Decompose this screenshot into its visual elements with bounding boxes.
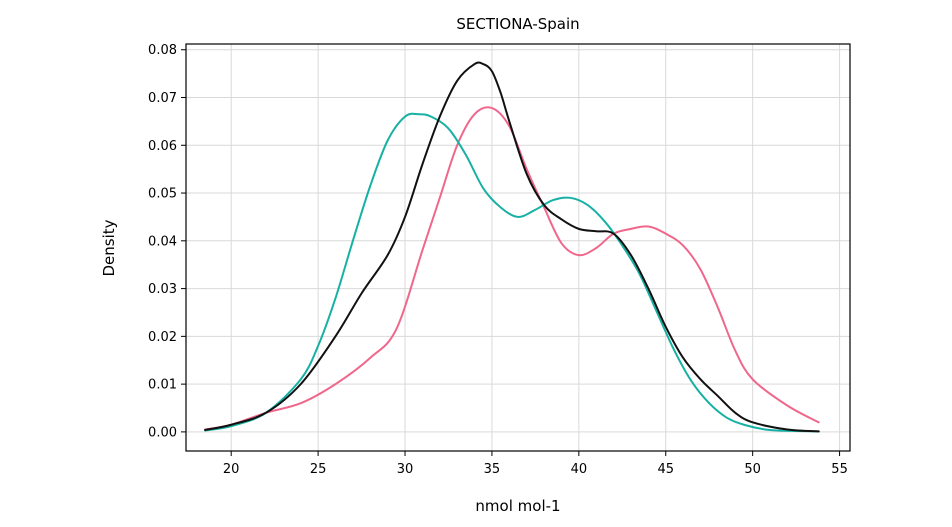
chart-title: SECTIONA-Spain bbox=[456, 15, 579, 33]
y-tick-label: 0.04 bbox=[148, 234, 177, 249]
y-tick-label: 0.03 bbox=[148, 282, 177, 297]
y-axis-title: Density bbox=[100, 219, 118, 276]
grid-lines bbox=[186, 44, 850, 451]
y-tick-label: 0.08 bbox=[148, 43, 177, 58]
y-tick-label: 0.00 bbox=[148, 425, 177, 440]
y-tick-label: 0.01 bbox=[148, 378, 177, 393]
x-tick-label: 30 bbox=[397, 462, 414, 477]
density-curve-1 bbox=[204, 106, 820, 431]
y-tick-label: 0.06 bbox=[148, 139, 177, 154]
x-tick-label: 55 bbox=[831, 462, 848, 477]
plot-frame bbox=[185, 43, 851, 452]
y-tick-label: 0.05 bbox=[148, 187, 177, 202]
density-curves bbox=[204, 61, 820, 433]
x-axis-title: nmol mol-1 bbox=[475, 497, 560, 515]
axis-ticks: 20 25 30 35 40 45 50 55 0.00 0.01 0.02 0.03 0.04 0.05… bbox=[148, 43, 848, 477]
y-tick-label: 0.07 bbox=[148, 91, 177, 106]
y-tick-label: 0.02 bbox=[148, 330, 177, 345]
x-tick-label: 45 bbox=[657, 462, 674, 477]
density-curve-2 bbox=[204, 112, 820, 433]
density-curve-3 bbox=[204, 61, 820, 433]
x-tick-label: 35 bbox=[484, 462, 501, 477]
x-tick-label: 20 bbox=[223, 462, 240, 477]
x-tick-label: 50 bbox=[744, 462, 761, 477]
x-tick-label: 40 bbox=[571, 462, 588, 477]
x-tick-label: 25 bbox=[310, 462, 327, 477]
